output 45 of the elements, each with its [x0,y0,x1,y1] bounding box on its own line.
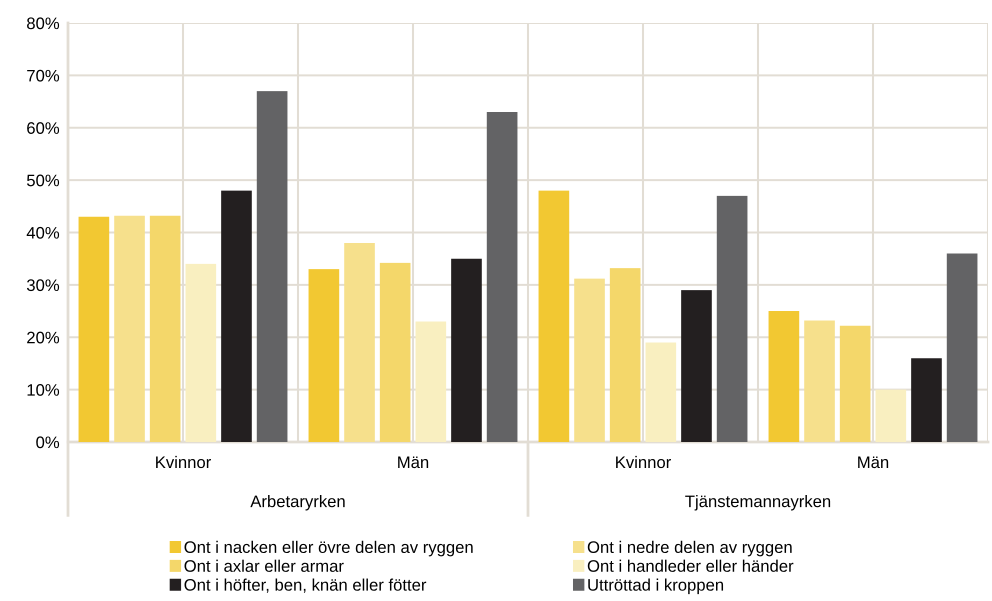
bar [840,326,871,442]
y-tick-label: 60% [27,122,60,134]
bar [768,311,800,442]
y-tick-label: 10% [28,384,60,396]
bar [875,390,906,442]
y-tick-label: 0% [36,436,60,448]
legend-label: Ont i axlar eller armar [184,560,344,572]
legend-label: Ont i höfter, ben, knän eller fötter [184,578,426,593]
bar [716,196,748,442]
bar [150,216,181,442]
bar [221,190,252,442]
bar [380,262,411,442]
x-tick-label: Män [858,456,888,468]
bar [185,264,216,442]
y-tick-label: 80% [27,17,60,30]
legend-label: Uttröttad i kroppen [588,578,724,594]
y-tick-label: 50% [26,174,60,186]
bar [78,216,110,442]
bar [610,268,641,442]
bar [538,190,570,442]
bar [256,91,288,442]
bar [911,358,942,442]
y-tick-label: 30% [26,279,60,292]
x-tick-label: Män [398,456,428,468]
y-tick-label: 20% [27,332,60,344]
bar [574,278,605,442]
bar [645,342,676,442]
bar [804,320,835,442]
bar [344,242,375,442]
legend-label: Ont i nedre delen av ryggen [588,540,792,556]
bar [946,253,978,442]
legend-label: Ont i handleder eller händer [588,560,794,572]
x-tick-label: Kvinnor [616,456,671,468]
bar [114,216,145,442]
bar [308,269,340,442]
legend-label: Ont i nacken eller övre delen av ryggen [184,540,473,556]
text: Tjänstemannayrken [685,494,830,511]
x-tick-label: Kvinnor [156,456,211,468]
bar [486,112,518,442]
text: Arbetaryrken [250,494,345,511]
bar [415,322,446,442]
bar [681,290,712,442]
y-tick-label: 70% [27,70,60,82]
bar [451,258,482,442]
y-tick-label: 40% [26,226,60,239]
